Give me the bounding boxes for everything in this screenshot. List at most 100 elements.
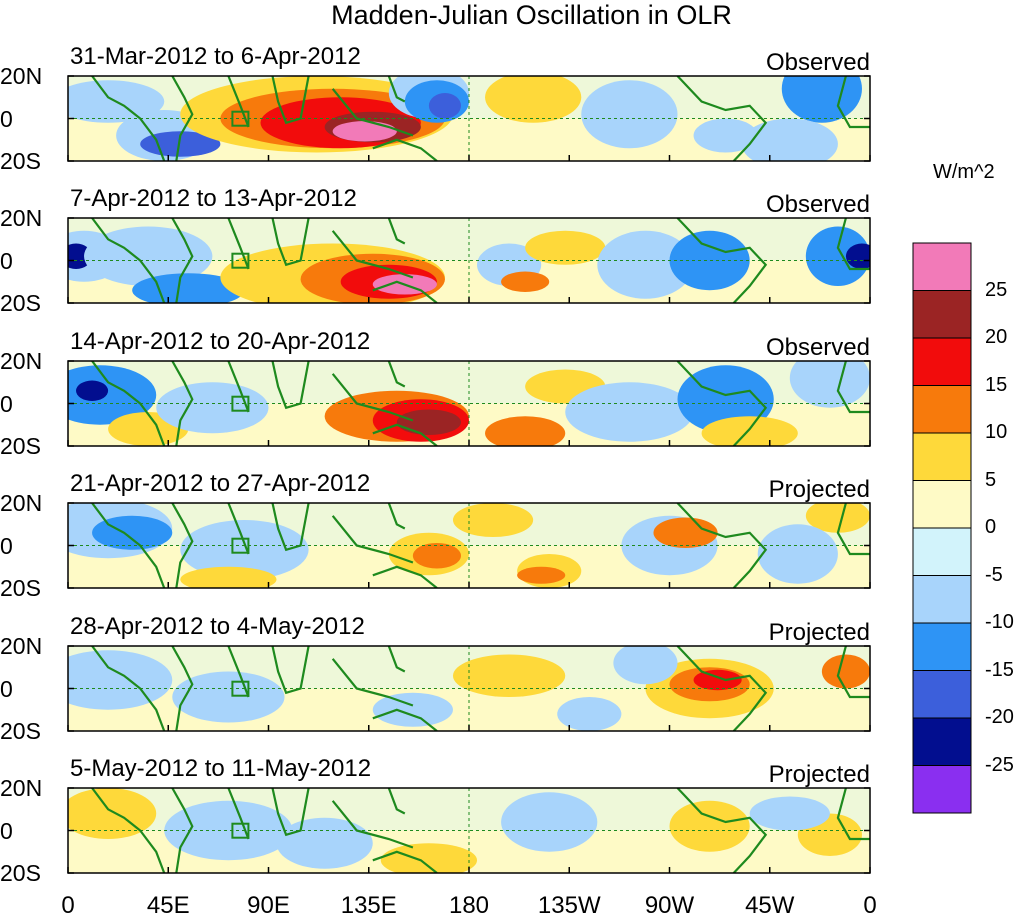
figure-title: Madden-Julian Oscillation in OLR bbox=[331, 0, 732, 30]
panel-status-label: Observed bbox=[765, 334, 870, 361]
anomaly-contour bbox=[372, 692, 453, 727]
anomaly-contour bbox=[428, 93, 461, 119]
colorbar-swatch bbox=[912, 670, 972, 719]
panel-status-label: Projected bbox=[768, 476, 870, 503]
lon-tick-label: 90W bbox=[644, 892, 695, 919]
colorbar bbox=[912, 242, 972, 814]
lat-tick-label: 0 bbox=[0, 817, 13, 844]
anomaly-contour bbox=[749, 796, 830, 831]
coastline bbox=[836, 646, 870, 699]
anomaly-contour bbox=[781, 76, 862, 123]
coastline bbox=[91, 503, 166, 588]
anomaly-contour bbox=[741, 118, 838, 161]
coastline bbox=[372, 708, 438, 731]
coastline bbox=[676, 218, 768, 303]
coastline bbox=[171, 218, 194, 303]
coastline bbox=[372, 423, 438, 446]
colorbar-tick-label: -20 bbox=[985, 706, 1014, 728]
map-panel bbox=[67, 502, 871, 589]
lat-tick-label: 0 bbox=[0, 247, 13, 274]
coastline bbox=[387, 76, 406, 103]
lat-tick-label: 20S bbox=[0, 290, 41, 316]
anomaly-contour bbox=[701, 416, 798, 446]
anomaly-contour bbox=[805, 226, 870, 286]
coastline bbox=[227, 646, 250, 698]
anomaly-contour bbox=[653, 517, 718, 549]
coastline bbox=[387, 361, 406, 388]
coastline bbox=[836, 361, 870, 414]
coastline bbox=[372, 850, 438, 873]
panel-period-label: 5-May-2012 to 11-May-2012 bbox=[70, 755, 372, 782]
anomaly-contour bbox=[180, 566, 277, 588]
coastline bbox=[271, 788, 310, 837]
lat-tick-label: 20N bbox=[0, 775, 43, 801]
anomaly-contour bbox=[597, 230, 694, 299]
coastline bbox=[676, 503, 768, 588]
coastline bbox=[372, 280, 438, 303]
anomaly-contour bbox=[164, 800, 293, 861]
coastline bbox=[227, 361, 250, 413]
coastline bbox=[372, 138, 438, 161]
colorbar-tick-label: 10 bbox=[985, 421, 1008, 443]
lat-tick-label: 20N bbox=[0, 205, 43, 231]
colorbar-swatch bbox=[912, 717, 972, 766]
anomaly-contour bbox=[84, 226, 213, 286]
coastline bbox=[171, 503, 194, 588]
map-panel bbox=[67, 787, 871, 874]
lon-tick-label: 45E bbox=[146, 892, 190, 919]
colorbar-swatch bbox=[912, 385, 972, 434]
lat-tick-label: 0 bbox=[0, 105, 13, 132]
colorbar-tick-label: -5 bbox=[985, 563, 1003, 586]
colorbar-swatch bbox=[912, 765, 972, 814]
coastline bbox=[171, 788, 194, 873]
lon-tick-label: 45W bbox=[745, 892, 795, 919]
coastline bbox=[836, 76, 870, 129]
anomaly-contour bbox=[92, 515, 173, 550]
coastline bbox=[271, 361, 310, 410]
anomaly-contour bbox=[485, 76, 582, 123]
coastline bbox=[387, 218, 406, 245]
anomaly-contour bbox=[332, 121, 397, 142]
anomaly-contour bbox=[452, 503, 534, 537]
panel-status-label: Observed bbox=[765, 49, 870, 76]
coastline bbox=[271, 503, 310, 552]
panel-status-label: Observed bbox=[765, 191, 870, 218]
coastline bbox=[372, 565, 438, 588]
map-panel bbox=[67, 75, 871, 162]
colorbar-tick-label: 20 bbox=[985, 326, 1008, 348]
lat-tick-label: 0 bbox=[0, 532, 13, 559]
lon-tick-label: 135W bbox=[537, 892, 601, 919]
anomaly-contour bbox=[156, 382, 269, 434]
coastline bbox=[227, 788, 250, 840]
colorbar-unit: W/m^2 bbox=[933, 161, 995, 183]
coastline bbox=[331, 230, 414, 279]
anomaly-contour bbox=[669, 800, 750, 852]
anomaly-contour bbox=[76, 380, 109, 401]
anomaly-contour bbox=[501, 792, 598, 852]
colorbar-tick-label: 0 bbox=[985, 516, 997, 538]
anomaly-contour bbox=[557, 697, 622, 731]
lat-tick-label: 20N bbox=[0, 633, 43, 659]
panel-period-label: 28-Apr-2012 to 4-May-2012 bbox=[70, 613, 365, 640]
lat-tick-label: 20S bbox=[0, 718, 41, 744]
olr-anomaly-field bbox=[68, 361, 870, 446]
map-panel bbox=[67, 217, 871, 304]
coastline bbox=[91, 361, 166, 446]
anomaly-contour bbox=[180, 520, 309, 580]
colorbar-swatch bbox=[912, 337, 972, 386]
coastline bbox=[331, 515, 414, 564]
coastline bbox=[676, 361, 768, 446]
coastline bbox=[171, 361, 194, 446]
coastline bbox=[387, 788, 406, 815]
coastline bbox=[676, 788, 768, 873]
lon-tick-label: 0 bbox=[863, 892, 877, 919]
coastline bbox=[91, 218, 166, 303]
panel-status-label: Projected bbox=[768, 619, 870, 646]
colorbar-swatch bbox=[912, 527, 972, 576]
panel-period-label: 21-Apr-2012 to 27-Apr-2012 bbox=[70, 470, 371, 497]
colorbar-swatch bbox=[912, 622, 972, 671]
lat-tick-label: 20N bbox=[0, 63, 43, 89]
colorbar-swatch bbox=[912, 242, 972, 291]
lat-tick-label: 0 bbox=[0, 675, 13, 702]
